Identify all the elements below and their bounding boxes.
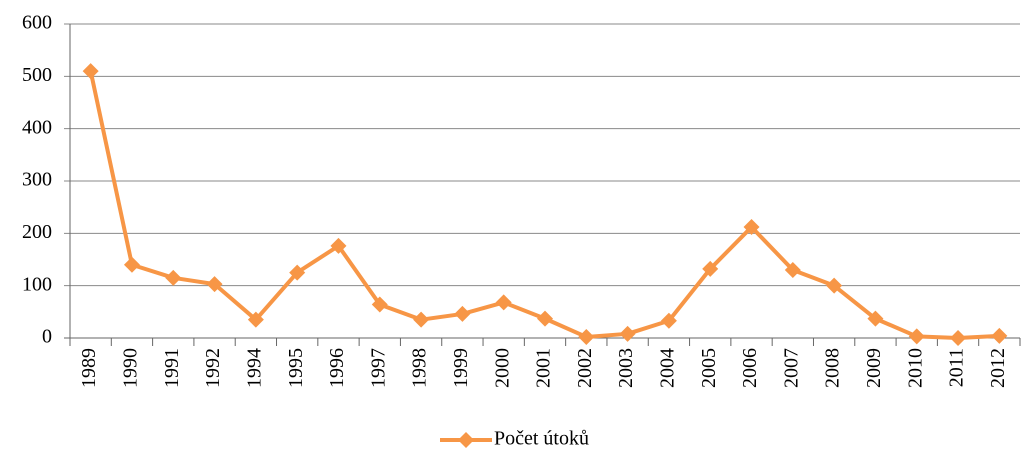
marker <box>206 276 223 293</box>
x-tick-label: 2009 <box>863 348 885 388</box>
marker <box>908 328 925 345</box>
marker <box>991 327 1008 344</box>
x-tick-label: 1989 <box>78 348 100 388</box>
marker <box>537 310 553 327</box>
x-tick-label: 1996 <box>326 348 348 388</box>
marker <box>826 277 843 294</box>
marker <box>289 264 306 281</box>
x-tick-label: 2005 <box>698 348 720 388</box>
x-tick-label: 2007 <box>780 348 802 388</box>
x-tick-label: 1999 <box>450 348 472 388</box>
x-tick-label: 2006 <box>739 348 761 388</box>
x-tick-label: 1992 <box>202 348 224 388</box>
y-tick-label: 300 <box>22 169 52 191</box>
marker <box>784 261 801 278</box>
x-tick-label: 2002 <box>574 348 596 388</box>
y-tick-label: 600 <box>22 12 52 34</box>
marker <box>619 325 636 342</box>
marker <box>165 269 182 286</box>
marker <box>82 63 99 80</box>
marker <box>371 296 388 313</box>
marker <box>454 305 471 322</box>
marker <box>495 294 512 311</box>
line <box>88 70 1000 340</box>
marker <box>330 237 347 254</box>
marker <box>867 310 884 327</box>
marker <box>702 260 719 277</box>
y-tick-label: 400 <box>22 116 52 138</box>
marker <box>413 311 430 328</box>
x-tick-label: 2012 <box>987 348 1009 388</box>
marker <box>247 311 264 328</box>
y-tick-label: 0 <box>42 326 52 348</box>
x-tick-label: 2008 <box>822 348 844 388</box>
x-tick-label: 1997 <box>367 348 389 388</box>
marker <box>950 330 967 346</box>
marker <box>123 256 140 273</box>
y-tick-label: 200 <box>22 221 52 243</box>
x-tick-label: 1995 <box>285 348 307 388</box>
x-tick-label: 2010 <box>904 348 926 388</box>
legend-label: Počet útoků <box>494 428 589 450</box>
x-tick-label: 1990 <box>120 348 142 388</box>
marker <box>660 312 677 329</box>
y-tick-label: 100 <box>22 273 52 295</box>
x-tick-label: 1991 <box>161 348 183 388</box>
x-tick-label: 2000 <box>491 348 513 388</box>
x-tick-label: 2003 <box>615 348 637 388</box>
x-tick-label: 1998 <box>409 348 431 388</box>
marker <box>578 328 595 345</box>
legend-marker <box>458 432 474 448</box>
x-tick-label: 1994 <box>243 348 265 388</box>
x-tick-label: 2001 <box>533 348 555 388</box>
marker <box>743 219 760 236</box>
x-tick-label: 2011 <box>946 348 968 387</box>
y-tick-label: 500 <box>22 64 52 86</box>
x-tick-label: 2004 <box>657 348 679 388</box>
